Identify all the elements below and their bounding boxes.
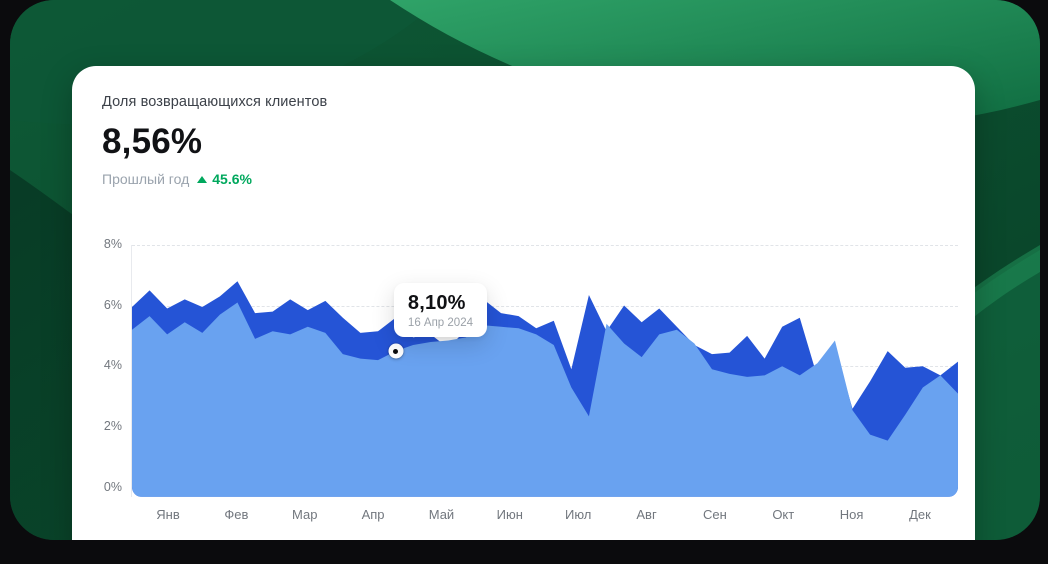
gridline-8% <box>132 244 958 246</box>
x-tick-label-Сен: Сен <box>703 507 727 522</box>
area-chart[interactable] <box>132 245 958 497</box>
x-tick-label-Май: Май <box>428 507 455 522</box>
delta-badge: 45.6% <box>197 171 252 187</box>
x-tick-label-Мар: Мар <box>292 507 318 522</box>
x-tick-label-Авг: Авг <box>636 507 657 522</box>
card-header: Доля возвращающихся клиентов 8,56% Прошл… <box>102 94 327 187</box>
comparison-label: Прошлый год <box>102 171 190 187</box>
light-blue-area <box>132 302 958 497</box>
arrow-up-icon <box>197 175 208 183</box>
metric-card: Доля возвращающихся клиентов 8,56% Прошл… <box>72 66 975 540</box>
hover-marker-dot <box>388 343 404 359</box>
y-tick-label: 2% <box>103 419 122 434</box>
x-tick-label-Июл: Июл <box>564 507 592 522</box>
y-tick-label: 8% <box>103 236 122 251</box>
y-tick-label: 0% <box>103 480 122 494</box>
x-tick-label-Ноя: Ноя <box>839 507 864 522</box>
x-tick-label-Июн: Июн <box>496 507 523 522</box>
green-background-panel: Доля возвращающихся клиентов 8,56% Прошл… <box>10 0 1040 540</box>
metric-value: 8,56% <box>102 122 203 161</box>
x-tick-label-Апр: Апр <box>361 507 385 522</box>
x-tick-label-Фев: Фев <box>224 507 249 522</box>
x-axis: Янв Фев Мар Апр Май Июн Июл Авг Сен Окт Ноя Дек <box>131 507 958 525</box>
x-tick-label-Окт: Окт <box>772 507 795 522</box>
chart-tooltip: 8,10% 16 Апр 2024 <box>393 283 487 338</box>
y-axis: 8% 6% 4% 2% 0% <box>84 237 122 497</box>
delta-value: 45.6% <box>212 171 252 187</box>
tooltip-date: 16 Апр 2024 <box>407 317 473 330</box>
x-tick-label-Янв: Янв <box>156 507 180 522</box>
y-tick-label: 4% <box>103 358 122 373</box>
comparison-row: Прошлый год 45.6% <box>102 171 327 187</box>
tooltip-value: 8,10% <box>407 292 466 315</box>
y-tick-label: 6% <box>103 297 122 312</box>
gridline-6% <box>132 305 958 307</box>
chart-plot-area[interactable]: 8,10% 16 Апр 2024 <box>131 244 958 497</box>
card-title: Доля возвращающихся клиентов <box>102 94 328 110</box>
x-tick-label-Дек: Дек <box>909 507 931 522</box>
